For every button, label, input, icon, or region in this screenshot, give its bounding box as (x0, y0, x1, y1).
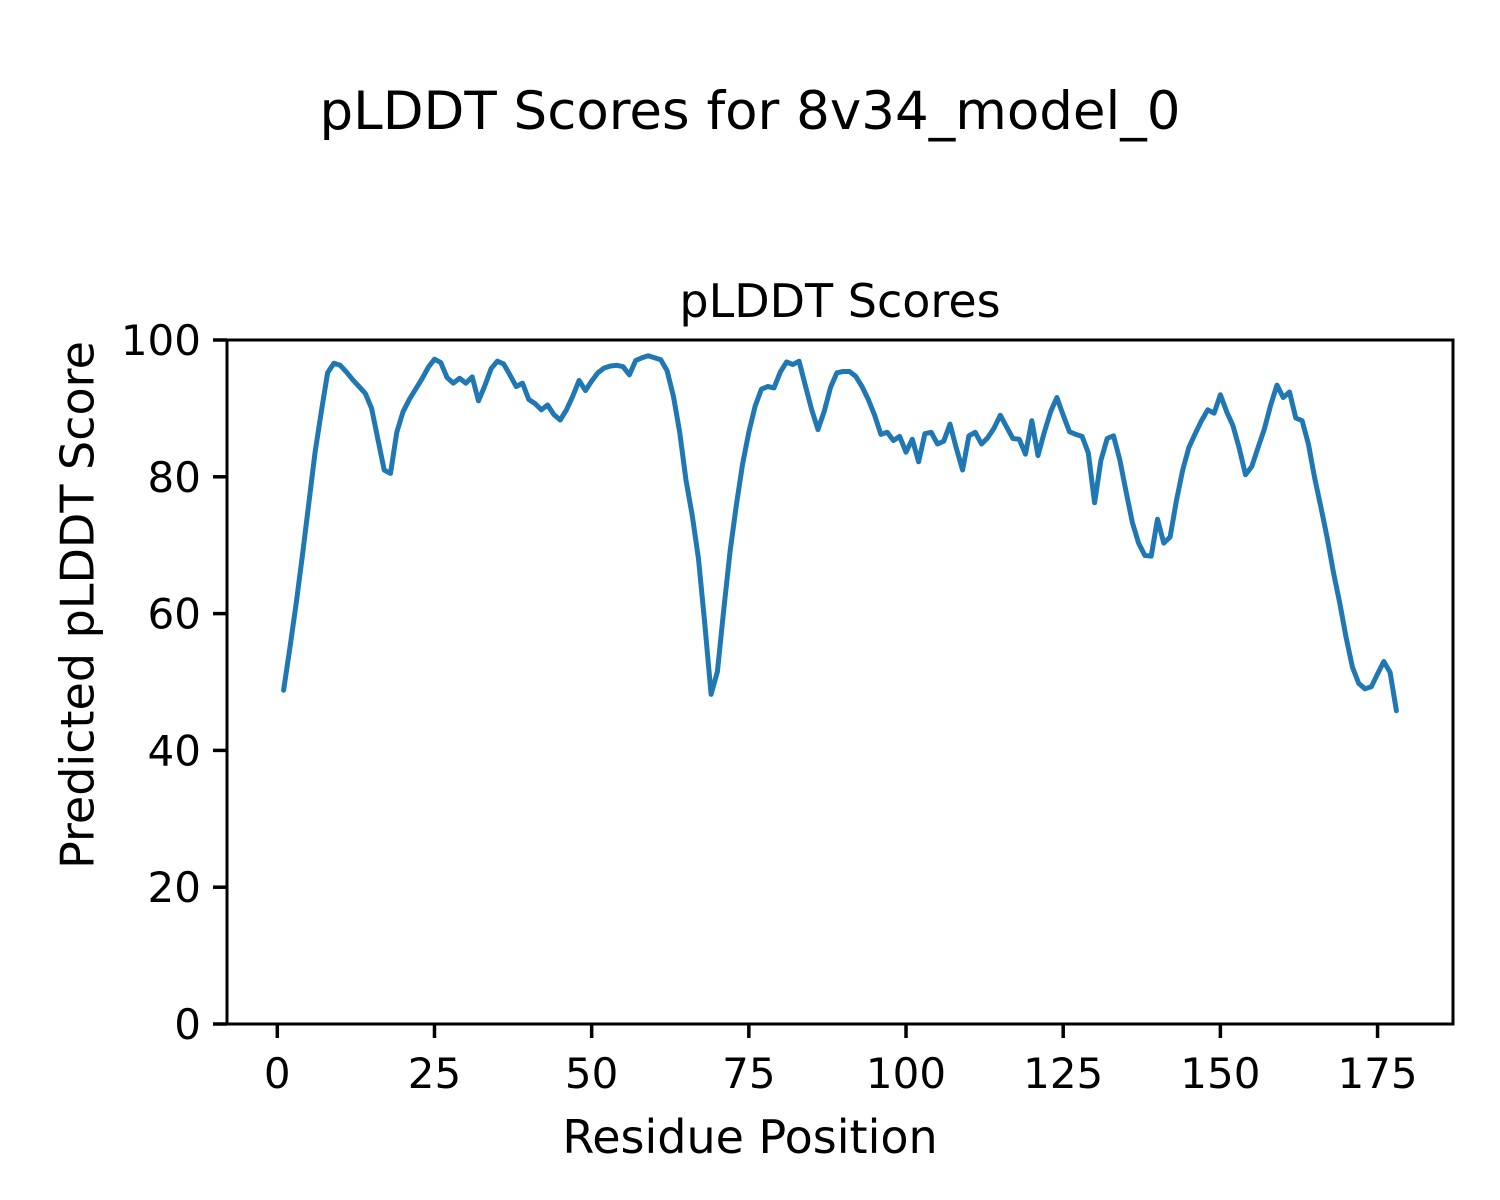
x-tick-label: 75 (722, 1049, 775, 1098)
x-tick-label: 100 (866, 1049, 946, 1098)
y-tick-label: 40 (148, 726, 201, 775)
y-tick-label: 0 (174, 1000, 201, 1049)
y-tick-label: 20 (148, 863, 201, 912)
axes-title: pLDDT Scores (679, 274, 1001, 328)
y-tick-label: 60 (148, 590, 201, 639)
y-tick-label: 100 (121, 316, 201, 365)
x-tick-label: 0 (264, 1049, 291, 1098)
plot-area (227, 340, 1453, 1024)
axes-spines (225, 338, 1455, 1026)
x-tick-label: 25 (408, 1049, 461, 1098)
x-tick-label: 175 (1337, 1049, 1417, 1098)
plddt-line (281, 353, 1399, 714)
x-tick-label: 150 (1180, 1049, 1260, 1098)
y-tick-label: 80 (148, 453, 201, 502)
x-tick-label: 125 (1023, 1049, 1103, 1098)
x-axis-label: Residue Position (562, 1110, 938, 1164)
x-tick-label: 50 (565, 1049, 618, 1098)
figure-suptitle: pLDDT Scores for 8v34_model_0 (319, 81, 1181, 142)
